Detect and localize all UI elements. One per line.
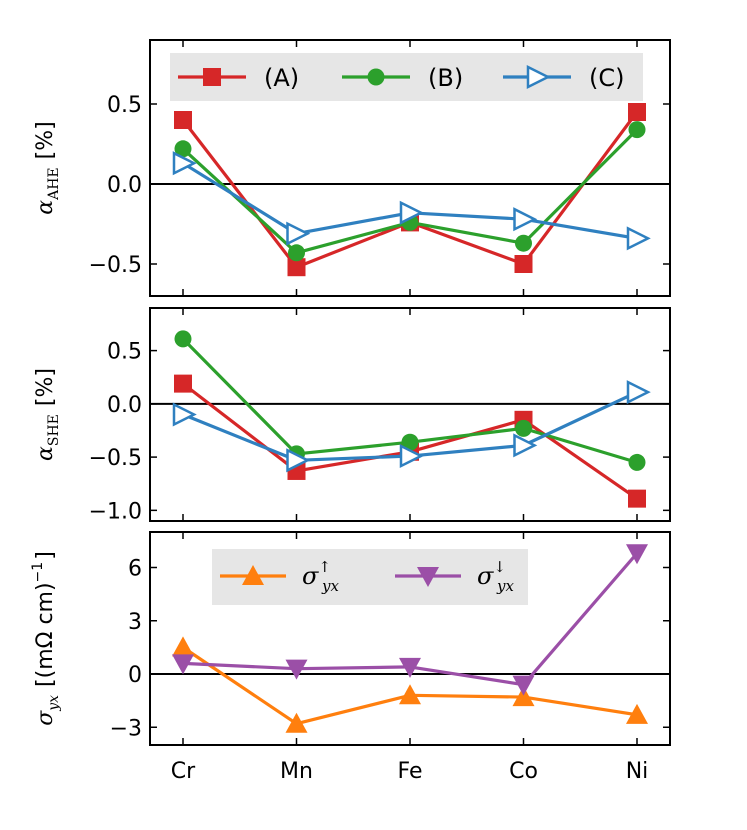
legend-marker (526, 64, 551, 90)
y-tick-label: 6 (128, 557, 142, 582)
data-point (512, 675, 535, 696)
x-tick-label: Cr (171, 759, 196, 784)
data-point (174, 140, 192, 158)
y-tick-label: −3 (110, 716, 142, 741)
ylabel-unit: [%] (33, 121, 58, 159)
data-point (399, 684, 421, 705)
y-axis-label: αAHE [%] (33, 121, 62, 214)
legend-sub: yx (321, 577, 339, 595)
legend-top: (A) (B) (C) (170, 53, 643, 101)
series-3 (172, 151, 651, 251)
series-line (181, 111, 639, 269)
y-axis-label: σyx [(mΩ cm)−1] (30, 551, 62, 726)
data-point (174, 374, 192, 393)
legend-marker (242, 565, 264, 585)
data-point (172, 636, 194, 657)
data-point (174, 111, 192, 129)
y-tick-label: −0.5 (89, 446, 142, 471)
data-point (628, 121, 646, 139)
data-point (513, 207, 538, 232)
legend-label: σ↑ yx (302, 558, 339, 595)
data-point (512, 686, 535, 707)
x-tick-label: Ni (626, 759, 649, 784)
y-tick-label: 0.0 (107, 173, 142, 198)
data-point (628, 489, 646, 508)
legend-bottom: σ↑ yx σ↓ yx (212, 549, 528, 605)
data-point (285, 712, 308, 733)
data-point (515, 234, 532, 252)
ylabel-sub: yx (46, 695, 62, 712)
ylabel-unit: [%] (33, 368, 58, 406)
legend-sup: ↓ (493, 558, 506, 576)
plot-frame (149, 307, 671, 522)
legend-symbol: σ (302, 562, 319, 590)
legend-sup: ↑ (318, 558, 331, 576)
y-tick-label: −1.0 (89, 499, 142, 524)
data-point (288, 244, 305, 262)
y-axis-label: αSHE [%] (33, 368, 62, 461)
data-point (287, 258, 306, 277)
legend-label: (C) (589, 64, 624, 92)
x-tick-label: Mn (280, 759, 313, 784)
series-3 (172, 380, 651, 473)
ylabel-symbol: α (33, 446, 58, 461)
legend-marker (203, 68, 221, 86)
plot-frame (149, 531, 671, 746)
data-point (172, 654, 194, 675)
ylabel-sub: SHE (46, 414, 62, 446)
data-point (285, 659, 308, 680)
series-2 (172, 544, 648, 696)
y-tick-label: −0.5 (89, 253, 142, 278)
x-tick-label: Co (509, 759, 538, 784)
y-tick-label: 0.5 (107, 93, 142, 118)
plot-frame (149, 39, 671, 297)
data-point (399, 444, 424, 469)
panel-1: 0.5 0.0 −0.5 αAHE [%] (33, 39, 671, 297)
legend-marker (367, 68, 385, 86)
data-point (401, 433, 419, 451)
data-point (626, 380, 651, 405)
data-point (626, 703, 648, 724)
series-2 (174, 121, 646, 262)
data-point (514, 255, 533, 273)
data-point (628, 453, 646, 471)
data-point (174, 330, 192, 348)
data-point (513, 433, 538, 458)
panel-2: 0.5 0.0 −0.5 −1.0 αSHE [%] (33, 307, 671, 524)
ylabel-unit-close: ] (33, 551, 58, 560)
series-1 (172, 636, 648, 733)
ylabel-sub: AHE (46, 167, 62, 201)
legend-symbol: σ (477, 562, 494, 590)
legend-sub: yx (496, 577, 514, 595)
data-point (286, 221, 311, 246)
data-point (626, 226, 651, 251)
y-tick-label: 0.5 (107, 340, 142, 365)
data-point (515, 419, 532, 437)
data-point (399, 200, 424, 225)
legend-label: (B) (428, 64, 463, 92)
data-point (172, 151, 197, 176)
x-tick-label: Fe (398, 759, 423, 784)
ylabel-symbol: σ (33, 710, 58, 726)
y-tick-label: 3 (128, 610, 142, 635)
data-point (286, 448, 311, 473)
legend-label: σ↓ yx (477, 558, 514, 595)
data-point (626, 544, 648, 565)
y-tick-label: 0 (128, 663, 142, 688)
series-line (181, 128, 639, 255)
ylabel-unit: [(mΩ cm) (33, 582, 58, 687)
legend-marker (417, 567, 439, 587)
data-point (628, 103, 646, 121)
ylabel-unit-sup: −1 (30, 562, 46, 583)
y-tick-label: 0.0 (107, 393, 142, 418)
data-point (399, 657, 421, 678)
data-point (172, 402, 197, 427)
ylabel-symbol: α (33, 200, 58, 215)
legend-label: (A) (264, 64, 299, 92)
